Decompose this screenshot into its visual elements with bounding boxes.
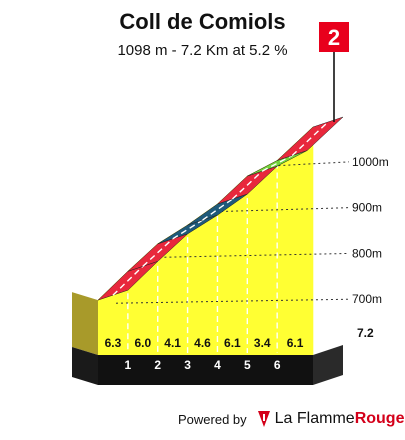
brand-part-2: Rouge xyxy=(354,410,405,427)
altitude-tick-900: 900m xyxy=(352,201,382,215)
gradient-label-2: 6.0 xyxy=(134,336,151,350)
altitude-line-900 xyxy=(216,207,350,213)
segment-centerline-1 xyxy=(112,265,144,296)
altitude-tick-800: 800m xyxy=(352,246,382,260)
segment-top-ribbons xyxy=(97,116,344,301)
category-flag: 2 xyxy=(319,22,349,122)
km-tick-5: 5 xyxy=(244,358,251,372)
segment-centerline-5 xyxy=(231,170,263,200)
km-tick-6: 6 xyxy=(274,358,281,372)
gradient-label-5: 6.1 xyxy=(224,336,241,350)
altitude-tick-700: 700m xyxy=(352,292,382,306)
gradient-label-6: 3.4 xyxy=(254,336,271,350)
flame-logo-icon xyxy=(257,411,270,427)
segment-centerline-6 xyxy=(261,154,293,172)
km-tick-3: 3 xyxy=(184,358,191,372)
gradient-label-4: 4.6 xyxy=(194,336,211,350)
km-tick-1: 1 xyxy=(125,358,132,372)
gradient-label-1: 6.3 xyxy=(105,336,122,350)
altitude-tick-1000: 1000m xyxy=(352,155,389,169)
chart-title: Coll de Comiols xyxy=(119,9,286,34)
segment-centerline-4 xyxy=(202,198,233,221)
segment-centerline-2 xyxy=(142,238,174,267)
base-side xyxy=(313,345,343,385)
brand-part-1: La Flamme xyxy=(274,410,355,427)
brand-name: La FlammeRouge xyxy=(275,410,405,428)
profile-base xyxy=(72,345,343,385)
category-badge-label: 2 xyxy=(328,25,340,50)
chart-subtitle: 1098 m - 7.2 Km at 5.2 % xyxy=(117,42,288,59)
base-left xyxy=(72,347,98,385)
start-side-face xyxy=(72,292,98,355)
altitude-line-700 xyxy=(115,298,350,304)
km-tick-2: 2 xyxy=(154,358,161,372)
base-front xyxy=(98,355,313,385)
segment-centerline-7 xyxy=(291,121,329,157)
km-tick-4: 4 xyxy=(214,358,221,372)
powered-by-text: Powered by xyxy=(178,411,247,427)
altitude-dotted-lines xyxy=(115,161,350,304)
gradient-label-7: 6.1 xyxy=(287,336,304,350)
category-badge xyxy=(319,22,349,52)
footer: Powered by La FlammeRouge xyxy=(178,410,404,428)
distance-end-label: 7.2 xyxy=(357,326,374,340)
segment-centerline-3 xyxy=(172,219,203,240)
chart-labels: 6.3 6.0 4.1 4.6 6.1 3.4 6.1 700m 800m 900m 1000m 1 2… xyxy=(105,155,389,372)
gradient-label-3: 4.1 xyxy=(164,336,181,350)
